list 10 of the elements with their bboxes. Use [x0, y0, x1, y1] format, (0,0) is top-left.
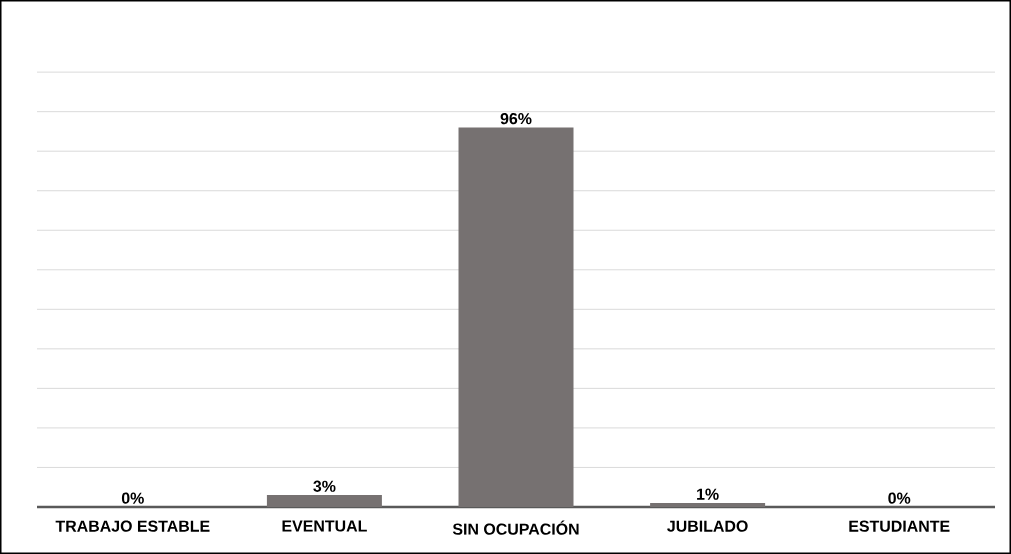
data-label: 0%	[888, 492, 911, 504]
data-label: 1%	[697, 488, 719, 500]
x-tick-label: JUBILADO	[667, 520, 748, 532]
x-tick-label: EVENTUAL	[282, 520, 367, 532]
data-label: 3%	[313, 480, 336, 492]
x-tick-label: TRABAJO ESTABLE	[55, 520, 210, 532]
x-tick-label: SIN OCUPACIÓN	[452, 520, 579, 535]
data-label: 0%	[121, 492, 144, 504]
data-label: 96%	[500, 112, 532, 125]
x-tick-label: ESTUDIANTE	[849, 520, 950, 532]
